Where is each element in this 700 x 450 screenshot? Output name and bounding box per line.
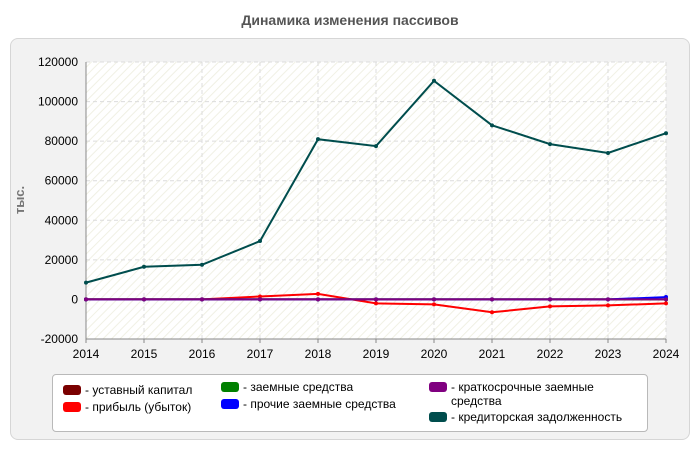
x-tick-label: 2020 xyxy=(421,347,448,361)
legend-swatch xyxy=(221,399,239,409)
data-point xyxy=(432,297,436,302)
y-tick-label: -20000 xyxy=(41,332,79,346)
x-tick-label: 2014 xyxy=(73,347,100,361)
y-tick-label: 120000 xyxy=(38,55,78,69)
data-point xyxy=(142,264,146,269)
data-point xyxy=(84,297,88,302)
y-axis-label: тыс. xyxy=(12,186,27,214)
data-point xyxy=(490,123,494,128)
x-tick-label: 2021 xyxy=(479,347,506,361)
data-point xyxy=(142,297,146,302)
y-tick-label: 60000 xyxy=(45,174,79,188)
legend-label: - кредиторская задолженность xyxy=(451,410,623,424)
data-point xyxy=(200,262,204,267)
data-point xyxy=(258,294,262,299)
x-tick-label: 2024 xyxy=(653,347,680,361)
data-point xyxy=(548,297,552,302)
legend-swatch xyxy=(429,382,447,392)
data-point xyxy=(664,297,668,302)
data-point xyxy=(432,78,436,83)
legend-swatch xyxy=(429,412,447,422)
data-point xyxy=(606,297,610,302)
data-point xyxy=(316,297,320,302)
y-tick-label: 80000 xyxy=(45,134,79,148)
data-point xyxy=(374,301,378,306)
data-point xyxy=(374,144,378,149)
x-tick-label: 2022 xyxy=(537,347,564,361)
legend-swatch xyxy=(221,382,239,392)
x-tick-label: 2019 xyxy=(363,347,390,361)
data-point xyxy=(374,297,378,302)
y-tick-label: 20000 xyxy=(45,253,79,267)
legend-swatch xyxy=(63,385,81,395)
x-tick-label: 2018 xyxy=(305,347,332,361)
legend-label: - прибыль (убыток) xyxy=(85,400,192,414)
data-point xyxy=(490,310,494,315)
legend-label: - заемные средства xyxy=(243,380,354,394)
y-tick-label: 0 xyxy=(71,292,78,306)
data-point xyxy=(316,137,320,142)
legend: - уставный капитал - прибыль (убыток) - … xyxy=(52,374,648,432)
legend-item[interactable]: - кредиторская задолженность xyxy=(429,410,645,424)
legend-label: - прочие заемные средства xyxy=(243,397,396,411)
y-tick-label: 100000 xyxy=(38,95,78,109)
x-tick-label: 2023 xyxy=(595,347,622,361)
legend-item[interactable]: - заемные средства xyxy=(221,380,421,394)
legend-label: - уставный капитал xyxy=(85,383,193,397)
data-point xyxy=(664,131,668,136)
data-point xyxy=(548,142,552,147)
x-tick-label: 2017 xyxy=(247,347,274,361)
legend-item[interactable]: - уставный капитал xyxy=(63,383,223,397)
x-tick-label: 2016 xyxy=(189,347,216,361)
data-point xyxy=(606,151,610,156)
legend-item[interactable]: - прибыль (убыток) xyxy=(63,400,223,414)
x-tick-label: 2015 xyxy=(131,347,158,361)
data-point xyxy=(548,304,552,309)
data-point xyxy=(606,303,610,308)
chart-title: Динамика изменения пассивов xyxy=(241,12,459,28)
axes: -20000 0 20000 40000 60000 80000 100000 120000 2… xyxy=(38,55,680,361)
data-point xyxy=(432,302,436,307)
series-lines xyxy=(84,78,668,315)
plot-area xyxy=(86,62,666,339)
data-point xyxy=(200,297,204,302)
data-point xyxy=(258,239,262,244)
legend-item[interactable]: - краткосрочные заемные средства xyxy=(429,380,629,408)
y-tick-label: 40000 xyxy=(45,213,79,227)
data-point xyxy=(258,297,262,302)
data-point xyxy=(316,291,320,296)
data-point xyxy=(664,301,668,306)
legend-label: - краткосрочные заемные средства xyxy=(451,380,594,408)
data-point xyxy=(490,297,494,302)
data-point xyxy=(84,280,88,285)
legend-swatch xyxy=(63,402,81,412)
legend-item[interactable]: - прочие заемные средства xyxy=(221,397,421,411)
